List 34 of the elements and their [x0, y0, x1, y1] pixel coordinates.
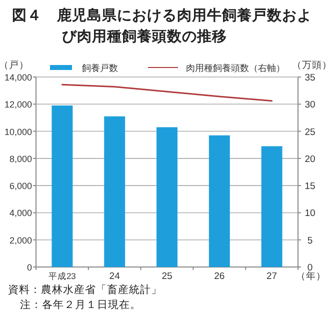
bar — [156, 127, 178, 267]
text: 資料：農林水産省「畜産統計」 — [8, 283, 162, 298]
y-tick-label: 6,000 — [9, 181, 32, 192]
y2-tick-label: 10 — [304, 208, 316, 220]
y2-tick-label: 20 — [304, 154, 316, 165]
bar — [261, 146, 282, 267]
x-tick-label: 27 — [266, 271, 278, 282]
text: 注：各年２月１日現在。 — [19, 298, 142, 313]
y2-axis-title: （万頭） — [292, 60, 328, 71]
y2-tick-label: 35 — [304, 72, 316, 84]
x-tick-label: 26 — [214, 271, 225, 282]
y2-tick-label: 15 — [304, 181, 316, 192]
x-tick-label: 25 — [162, 271, 172, 282]
y2-tick-label: 5 — [307, 235, 313, 246]
y-tick-label: 10,000 — [4, 126, 32, 137]
y2-tick-label: 30 — [304, 100, 316, 111]
y-tick-label: 2,000 — [9, 235, 32, 246]
y-tick-label: 0 — [26, 262, 32, 272]
x-tick-label: 平成23 — [48, 271, 76, 281]
chart-title: 図４ 鹿児島県における肉用牛飼養戸数および肉用種飼養頭数の推移 — [11, 6, 313, 47]
x-tick-label: 24 — [109, 271, 120, 282]
bar — [104, 116, 126, 267]
legend-label: 飼養戸数 — [82, 63, 118, 73]
y-tick-label: 4,000 — [9, 208, 32, 218]
bar — [52, 106, 73, 267]
y-tick-label: 8,000 — [9, 154, 32, 164]
bar — [208, 135, 230, 267]
x-axis-title: （年） — [296, 270, 326, 282]
line-series — [61, 84, 273, 102]
y-tick-label: 14,000 — [4, 72, 32, 82]
y2-tick-label: 25 — [304, 126, 316, 138]
legend-label: 肉用種飼養頭数（右軸） — [186, 63, 285, 73]
y-axis-title: （戸） — [0, 60, 29, 71]
y-tick-label: 12,000 — [4, 100, 32, 110]
